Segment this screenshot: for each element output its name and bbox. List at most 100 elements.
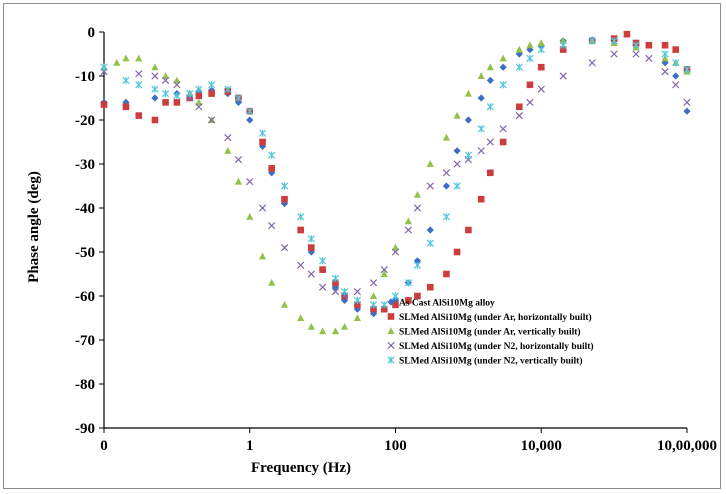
data-point: [173, 92, 181, 100]
data-point: [413, 191, 422, 198]
data-point: [353, 287, 362, 296]
data-point: [697, 121, 703, 127]
data-point: [331, 327, 340, 335]
axes-layer: 0 -10 -20 -30 -40 -50 -60 -70 -80 -90 0 1 100 10,000 1…: [75, 25, 717, 454]
phase-angle-chart: 0 -10 -20 -30 -40 -50 -60 -70 -80 -90 0 1 100 10,000 1…: [26, 25, 717, 476]
data-point: [246, 107, 254, 115]
data-point: [623, 30, 631, 38]
data-point: [661, 54, 669, 62]
data-point: [661, 41, 669, 49]
data-point: [645, 54, 653, 63]
y-tick-label: -20: [75, 113, 95, 129]
data-point: [610, 50, 618, 58]
data-point: [380, 301, 388, 309]
data-point: [195, 98, 203, 106]
data-point: [353, 296, 362, 305]
data-point: [526, 54, 534, 63]
legend: As Cast AlSi10Mg alloy SLMed AlSi10Mg (un…: [387, 298, 594, 367]
y-axis-title: Phase angle (deg): [26, 171, 42, 283]
data-point: [404, 279, 412, 287]
legend-label: SLMed AlSi10Mg (under N2, vertically bui…: [399, 356, 583, 367]
data-point: [453, 248, 461, 256]
legend-label: SLMed AlSi10Mg (under Ar, vertically bui…: [399, 327, 581, 338]
data-point: [588, 59, 596, 67]
data-point: [442, 133, 451, 141]
data-point: [499, 125, 507, 133]
data-point: [100, 63, 108, 71]
data-point: [632, 50, 640, 58]
legend-label: SLMed AlSi10Mg (under Ar, horizontally b…: [399, 312, 592, 323]
legend-marker: [387, 341, 395, 350]
data-point: [162, 99, 169, 106]
data-point: [672, 72, 680, 80]
data-point: [246, 177, 254, 186]
data-point: [234, 177, 243, 185]
y-tick-label: -40: [75, 201, 95, 217]
data-point: [515, 111, 523, 120]
data-point: [645, 41, 653, 49]
data-point: [151, 85, 159, 93]
data-point: [499, 81, 507, 89]
data-point: [369, 292, 378, 299]
labels-layer: Frequency (Hz) Phase angle (deg): [26, 171, 351, 476]
data-point: [486, 103, 494, 111]
data-point: [151, 94, 159, 102]
data-point: [453, 111, 461, 119]
data-point: [499, 63, 507, 71]
data-point: [537, 63, 545, 71]
data-point: [151, 116, 159, 124]
data-point: [224, 85, 232, 93]
data-point: [537, 85, 545, 93]
data-point: [464, 116, 472, 124]
data-point: [259, 138, 266, 146]
data-point: [173, 76, 181, 84]
data-point: [442, 213, 451, 221]
chart-frame: 0 -10 -20 -30 -40 -50 -60 -70 -80 -90 0 1 100 10,000 1…: [3, 3, 721, 489]
data-point: [464, 89, 472, 97]
data-point: [297, 213, 305, 221]
data-point: [331, 287, 340, 296]
data-point: [465, 226, 472, 234]
data-point: [331, 274, 340, 283]
data-point: [404, 217, 412, 225]
data-point: [537, 45, 545, 54]
legend-marker: [387, 327, 395, 334]
data-point: [319, 327, 327, 335]
data-point: [151, 72, 159, 80]
y-tick-label: -30: [75, 157, 95, 173]
data-point: [559, 41, 567, 49]
x-tick-label: 1: [246, 438, 254, 454]
y-tick-label: -50: [75, 245, 95, 261]
x-axis-title: Frequency (Hz): [251, 460, 351, 476]
data-point: [135, 81, 143, 89]
data-point: [234, 155, 243, 164]
data-point: [208, 81, 216, 89]
legend-label: SLMed AlSi10Mg (under N2, horizontally b…: [399, 341, 594, 352]
data-point: [515, 45, 523, 53]
data-point: [526, 41, 534, 49]
data-point: [319, 266, 326, 273]
data-point: [487, 169, 494, 177]
legend-marker: [387, 313, 395, 320]
data-point: [122, 54, 130, 62]
data-point: [173, 81, 181, 89]
data-point: [486, 76, 494, 84]
data-point: [161, 72, 170, 79]
data-point: [426, 182, 434, 190]
data-point: [672, 46, 680, 53]
data-point: [307, 270, 315, 278]
data-point: [442, 169, 451, 177]
data-point: [173, 99, 181, 106]
data-point: [297, 314, 305, 321]
x-tick-label: 0: [100, 438, 108, 454]
data-point: [122, 103, 130, 111]
data-point: [442, 182, 451, 190]
data-point: [319, 283, 327, 291]
data-point: [208, 116, 216, 124]
data-point: [559, 72, 567, 80]
data-point: [280, 243, 289, 252]
data-point: [208, 90, 215, 97]
data-point: [392, 301, 399, 309]
x-tick-label: 10,00,000: [657, 438, 717, 454]
data-point: [246, 116, 254, 124]
